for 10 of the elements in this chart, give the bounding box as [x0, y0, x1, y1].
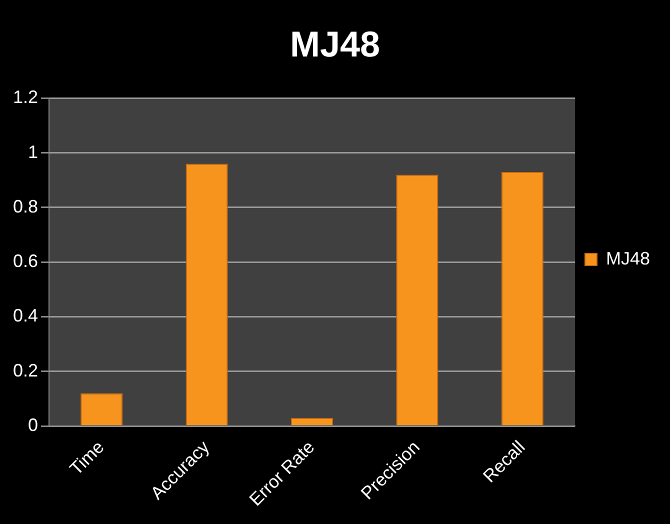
- y-tick-label: 0.8: [12, 196, 38, 216]
- chart-title: MJ48: [290, 24, 380, 65]
- y-tick-label: 0.4: [12, 306, 38, 326]
- x-tick-label: Time: [66, 436, 108, 479]
- y-tick-label: 0.2: [12, 360, 38, 380]
- legend-label: MJ48: [606, 248, 650, 268]
- y-tick-label: 0: [28, 414, 38, 435]
- y-tick-label: 0.6: [12, 251, 38, 272]
- y-tick-label: 1: [28, 142, 38, 162]
- y-tick-label: 1.2: [12, 87, 38, 108]
